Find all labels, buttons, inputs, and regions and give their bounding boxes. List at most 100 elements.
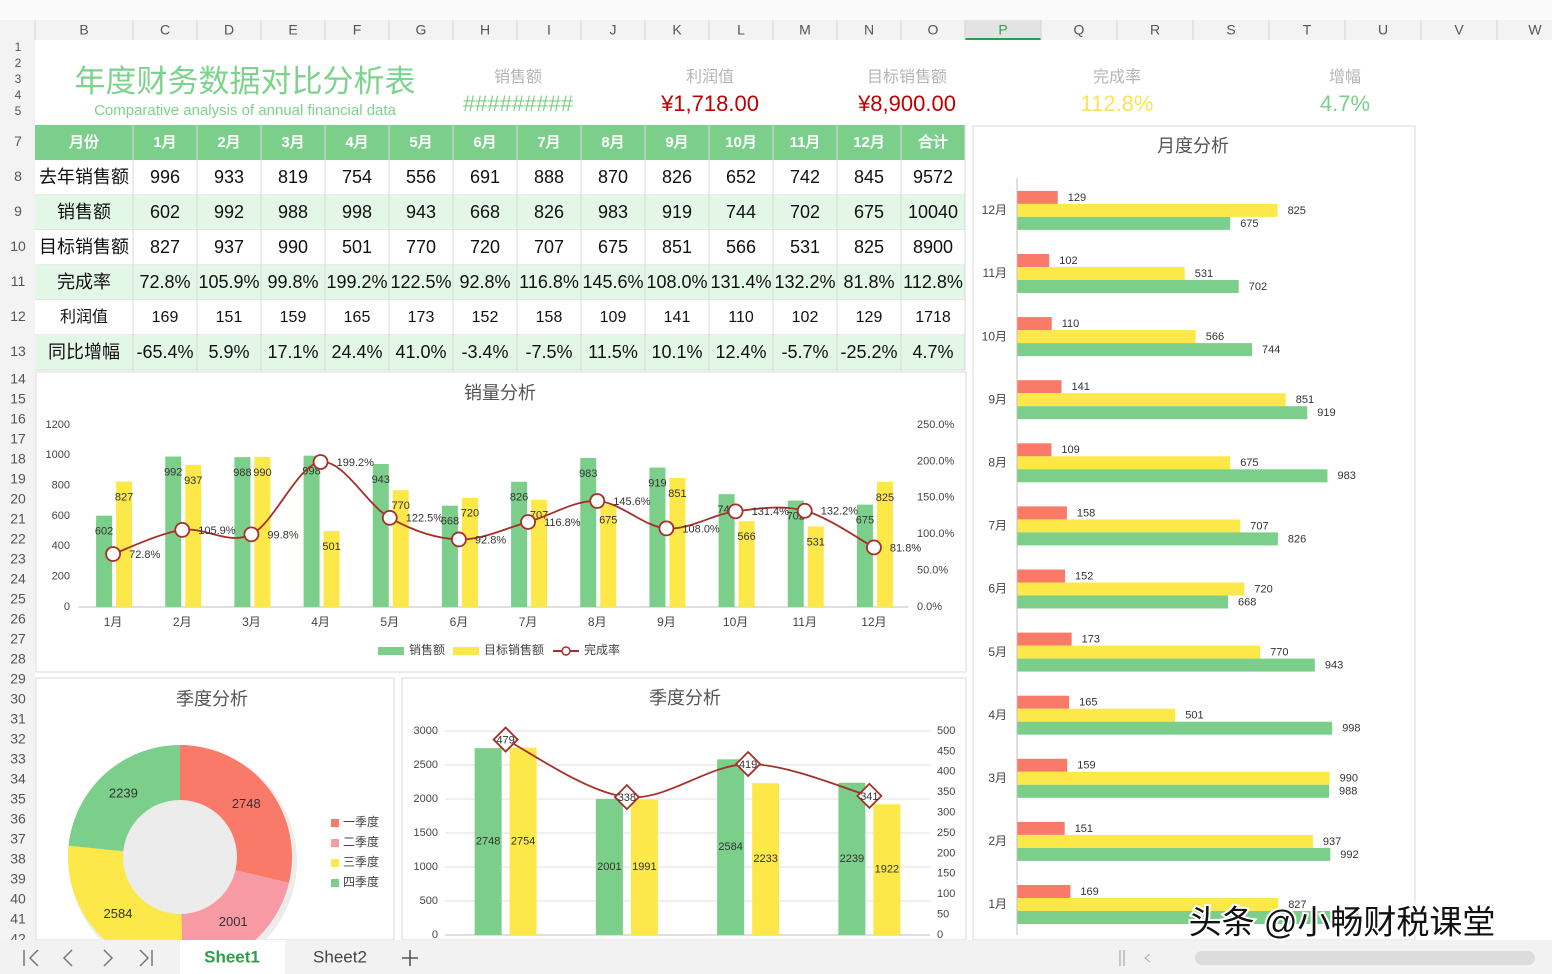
y-tick-label: 4月 <box>988 708 1007 722</box>
splitter[interactable] <box>1119 950 1125 966</box>
row-label-cell: 同比增幅 <box>48 342 120 362</box>
table-cell: -3.4% <box>461 342 508 362</box>
table-cell: 108.0% <box>646 272 707 292</box>
bar-value-label: 943 <box>372 474 390 486</box>
bar-value-label: 707 <box>1250 520 1268 532</box>
bar <box>1017 343 1252 357</box>
bar-value-label: 152 <box>1075 570 1093 582</box>
scroll-left[interactable] <box>1144 953 1151 963</box>
bar <box>1017 821 1065 835</box>
kpi-label: 目标销售额 <box>867 68 947 86</box>
bar <box>718 494 735 607</box>
table-cell: 17.1% <box>267 342 318 362</box>
x-tick-label: 9月 <box>657 615 676 629</box>
line-marker <box>520 514 536 530</box>
add-sheet-button[interactable] <box>402 950 418 966</box>
bar-value-label: 2001 <box>597 861 621 873</box>
row-header: 37 <box>10 831 26 847</box>
bar <box>717 759 745 935</box>
table-cell: 990 <box>278 237 308 257</box>
table-cell: 81.8% <box>843 272 894 292</box>
column-header: H <box>480 22 490 38</box>
table-cell: 691 <box>470 167 500 187</box>
x-tick-label: 3月 <box>242 615 261 629</box>
table-cell: 819 <box>278 167 308 187</box>
prev-sheet-button[interactable] <box>62 949 73 967</box>
bar <box>1017 216 1231 230</box>
kpi-label: 完成率 <box>1093 68 1141 86</box>
row-label-cell: 去年销售额 <box>39 167 129 187</box>
kpi-value: 112.8% <box>1081 91 1154 116</box>
table-cell: 11.5% <box>588 342 638 362</box>
bar <box>595 798 623 935</box>
table-cell: 158 <box>536 309 563 326</box>
table-header-cell: 7月 <box>537 134 560 151</box>
y-tick-label: 2000 <box>414 793 438 805</box>
bar <box>1017 506 1067 520</box>
y-tick-label: 0 <box>432 929 438 941</box>
table-cell: 919 <box>662 202 692 222</box>
line-value-label: 116.8% <box>544 517 581 529</box>
bar-value-label: 675 <box>1240 457 1258 469</box>
table-cell: 72.8% <box>139 272 190 292</box>
bar-value-label: 826 <box>510 492 528 504</box>
bar <box>752 783 780 935</box>
x-tick-label: 10月 <box>723 615 748 629</box>
column-header: R <box>1150 22 1160 38</box>
table-row-bg <box>35 195 965 230</box>
table-cell: 10040 <box>908 202 958 222</box>
chart-title: 月度分析 <box>1157 136 1229 156</box>
slice-value-label: 2584 <box>104 906 133 921</box>
bar <box>1017 771 1330 785</box>
table-cell: 827 <box>150 237 180 257</box>
bar-value-label: 602 <box>95 526 113 538</box>
first-sheet-button[interactable] <box>23 949 39 967</box>
legend-label: 三季度 <box>343 854 379 869</box>
bar <box>116 481 133 607</box>
bar-value-label: 919 <box>1317 407 1335 419</box>
y-tick-label: 400 <box>52 540 70 552</box>
table-cell: 851 <box>662 237 692 257</box>
column-header: P <box>998 22 1007 38</box>
x-tick-label: 1月 <box>104 615 123 629</box>
last-sheet-button[interactable] <box>139 949 153 967</box>
x-tick-label: 4月 <box>311 615 330 629</box>
bar <box>1017 695 1070 709</box>
line-value-label: 341 <box>860 791 878 803</box>
y-tick-label: 8月 <box>988 455 1007 469</box>
table-cell: 169 <box>152 309 179 326</box>
legend-swatch-marker <box>561 646 571 656</box>
row-header: 17 <box>10 431 26 447</box>
row-header: 20 <box>10 491 26 507</box>
bar <box>461 497 478 607</box>
table-cell: 602 <box>150 202 180 222</box>
line-marker <box>589 493 606 509</box>
bar-value-label: 937 <box>184 475 202 487</box>
row-label-cell: 目标销售额 <box>39 237 129 257</box>
sheet-tab[interactable]: Sheet2 <box>313 947 367 966</box>
table-cell: 825 <box>854 237 884 257</box>
table-cell: 983 <box>598 202 628 222</box>
row-header: 3 <box>15 72 22 86</box>
row-header: 13 <box>10 343 26 359</box>
bar-value-label: 770 <box>1270 647 1288 659</box>
next-sheet-button[interactable] <box>103 949 114 967</box>
row-header: 16 <box>10 411 26 427</box>
horizontal-scrollbar[interactable] <box>1195 951 1535 965</box>
bar-value-label: 720 <box>461 508 479 520</box>
line-marker <box>866 539 882 556</box>
line-marker <box>312 454 329 470</box>
table-cell: 888 <box>534 167 564 187</box>
bar <box>1017 203 1278 217</box>
row-header: 5 <box>15 104 22 118</box>
table-cell: 1718 <box>915 309 951 326</box>
active-tab-bg[interactable] <box>180 940 285 974</box>
sheet-tab[interactable]: Sheet1 <box>204 947 260 966</box>
table-cell: 668 <box>470 202 500 222</box>
bar-value-label: 566 <box>737 531 755 543</box>
bar-value-label: 988 <box>1339 786 1357 798</box>
x-tick-label: 2月 <box>173 615 192 629</box>
bar-value-label: 675 <box>1240 218 1258 230</box>
line-value-label: 199.2% <box>337 457 375 469</box>
